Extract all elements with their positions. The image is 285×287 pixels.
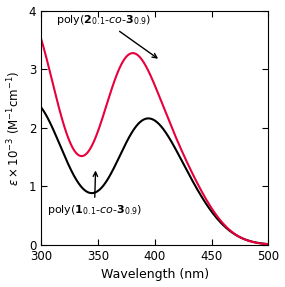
Y-axis label: $\varepsilon\times10^{-3}$ (M$^{-1}$cm$^{-1}$): $\varepsilon\times10^{-3}$ (M$^{-1}$cm$^… [5,70,23,185]
X-axis label: Wavelength (nm): Wavelength (nm) [101,268,209,282]
Text: poly($\mathbf{1}_{0.1}$-$\mathit{co}$-$\mathbf{3}_{0.9}$): poly($\mathbf{1}_{0.1}$-$\mathit{co}$-$\… [47,172,142,217]
Text: poly($\mathbf{2}_{0.1}$-$\mathit{co}$-$\mathbf{3}_{0.9}$): poly($\mathbf{2}_{0.1}$-$\mathit{co}$-$\… [56,13,157,58]
